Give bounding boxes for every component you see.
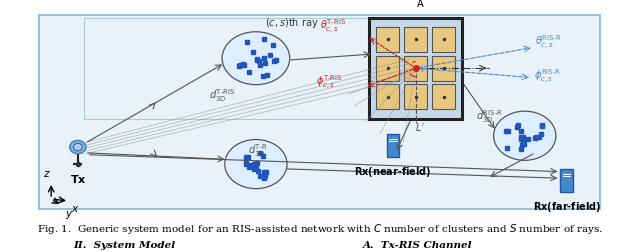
Bar xyxy=(376,85,399,110)
Ellipse shape xyxy=(74,144,83,151)
Text: A.  Tx-RIS Channel: A. Tx-RIS Channel xyxy=(363,240,473,249)
Text: $y$: $y$ xyxy=(65,208,73,220)
Text: $\phi^{\rm T\text{-}RIS}_{c,s}$: $\phi^{\rm T\text{-}RIS}_{c,s}$ xyxy=(316,74,342,92)
Ellipse shape xyxy=(222,33,290,85)
Text: $z$: $z$ xyxy=(43,169,51,179)
Text: $x$: $x$ xyxy=(71,203,79,213)
Text: $\mathbf{Rx}$(near-field): $\mathbf{Rx}$(near-field) xyxy=(355,165,432,178)
Text: $L'$: $L'$ xyxy=(415,121,425,133)
Text: $\theta^{\rm T\text{-}RIS}_{c,s}$: $\theta^{\rm T\text{-}RIS}_{c,s}$ xyxy=(320,18,346,36)
Text: A: A xyxy=(417,0,423,9)
Ellipse shape xyxy=(493,112,556,161)
Text: $d^{\rm T\text{-}R}_{\rm 3D}$: $d^{\rm T\text{-}R}_{\rm 3D}$ xyxy=(248,141,268,158)
Bar xyxy=(404,28,427,53)
Bar xyxy=(387,134,399,158)
Bar xyxy=(38,16,600,210)
Text: $(c,s)$th ray: $(c,s)$th ray xyxy=(265,16,319,30)
Text: $\theta^{\rm RIS\text{-}R}_{c,s}$: $\theta^{\rm RIS\text{-}R}_{c,s}$ xyxy=(536,34,562,52)
Text: II.  System Model: II. System Model xyxy=(73,240,175,249)
Text: $\mathbf{Tx}$: $\mathbf{Tx}$ xyxy=(70,172,86,184)
Bar xyxy=(433,56,455,81)
Text: $d^{\rm T\text{-}RIS}_{\rm 3D}$: $d^{\rm T\text{-}RIS}_{\rm 3D}$ xyxy=(209,87,235,104)
Text: $d^{\rm RIS\text{-}R}_{\rm 3D}$: $d^{\rm RIS\text{-}R}_{\rm 3D}$ xyxy=(476,108,502,124)
Bar xyxy=(433,85,455,110)
Ellipse shape xyxy=(225,140,287,189)
Bar xyxy=(404,85,427,110)
Bar xyxy=(561,169,573,193)
Text: $\mathbf{Rx}$(far-field): $\mathbf{Rx}$(far-field) xyxy=(532,199,600,213)
Bar xyxy=(376,56,399,81)
Ellipse shape xyxy=(70,141,86,154)
Bar xyxy=(369,18,463,119)
Text: $\phi^{\rm RIS\text{-}R}_{c,s}$: $\phi^{\rm RIS\text{-}R}_{c,s}$ xyxy=(534,68,561,86)
Bar xyxy=(404,56,427,81)
Bar xyxy=(433,28,455,53)
Bar xyxy=(376,28,399,53)
Text: Fig. 1.  Generic system model for an RIS-assisted network with $C$ number of clu: Fig. 1. Generic system model for an RIS-… xyxy=(37,221,603,235)
